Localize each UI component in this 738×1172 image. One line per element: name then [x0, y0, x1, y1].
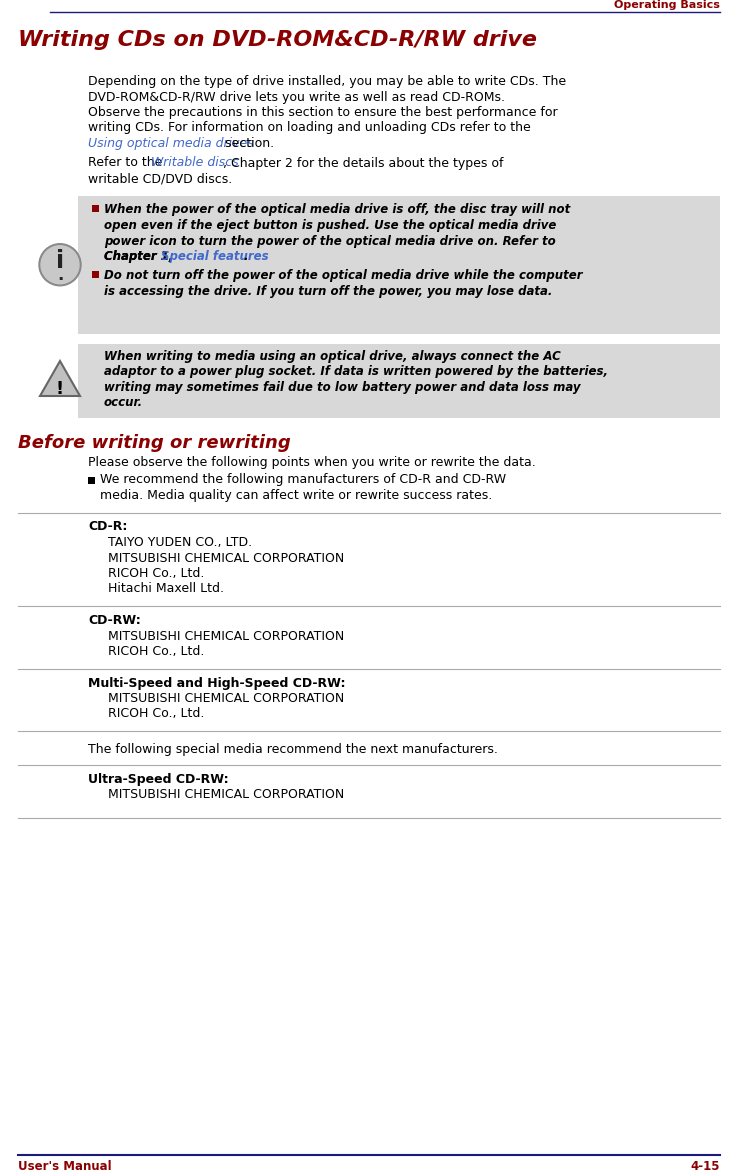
Text: MITSUBISHI CHEMICAL CORPORATION: MITSUBISHI CHEMICAL CORPORATION [108, 629, 344, 642]
Text: adaptor to a power plug socket. If data is written powered by the batteries,: adaptor to a power plug socket. If data … [104, 366, 608, 379]
Text: CD-R:: CD-R: [88, 520, 128, 533]
FancyBboxPatch shape [92, 271, 99, 278]
Text: Writing CDs on DVD-ROM&CD-R/RW drive: Writing CDs on DVD-ROM&CD-R/RW drive [18, 30, 537, 50]
Text: !: ! [56, 380, 64, 398]
Text: Operating Basics: Operating Basics [614, 0, 720, 11]
Text: section.: section. [221, 137, 274, 150]
Text: media. Media quality can affect write or rewrite success rates.: media. Media quality can affect write or… [100, 489, 492, 502]
FancyBboxPatch shape [78, 196, 720, 334]
Text: .: . [57, 266, 63, 284]
Text: Writable discs: Writable discs [151, 157, 238, 170]
Text: power icon to turn the power of the optical media drive on. Refer to: power icon to turn the power of the opti… [104, 234, 556, 247]
Circle shape [39, 244, 81, 286]
Text: , Chapter 2 for the details about the types of: , Chapter 2 for the details about the ty… [223, 157, 503, 170]
Text: i: i [56, 248, 64, 273]
Text: Ultra-Speed CD-RW:: Ultra-Speed CD-RW: [88, 772, 229, 785]
Text: Observe the precautions in this section to ensure the best performance for: Observe the precautions in this section … [88, 105, 558, 120]
FancyBboxPatch shape [92, 204, 99, 211]
Circle shape [41, 246, 79, 284]
Text: Chapter 1,: Chapter 1, [104, 250, 178, 263]
Text: 4-15: 4-15 [691, 1160, 720, 1172]
Text: When writing to media using an optical drive, always connect the AC: When writing to media using an optical d… [104, 350, 561, 363]
Text: User's Manual: User's Manual [18, 1160, 111, 1172]
Text: MITSUBISHI CHEMICAL CORPORATION: MITSUBISHI CHEMICAL CORPORATION [108, 788, 344, 800]
Text: Multi-Speed and High-Speed CD-RW:: Multi-Speed and High-Speed CD-RW: [88, 676, 345, 689]
Text: CD-RW:: CD-RW: [88, 614, 141, 627]
Text: is accessing the drive. If you turn off the power, you may lose data.: is accessing the drive. If you turn off … [104, 285, 552, 298]
Text: MITSUBISHI CHEMICAL CORPORATION: MITSUBISHI CHEMICAL CORPORATION [108, 552, 344, 565]
Text: We recommend the following manufacturers of CD-R and CD-RW: We recommend the following manufacturers… [100, 473, 506, 486]
Text: occur.: occur. [104, 396, 143, 409]
Text: Refer to the: Refer to the [88, 157, 166, 170]
Text: Please observe the following points when you write or rewrite the data.: Please observe the following points when… [88, 456, 536, 469]
Text: .: . [243, 250, 247, 263]
Text: TAIYO YUDEN CO., LTD.: TAIYO YUDEN CO., LTD. [108, 536, 252, 548]
Text: RICOH Co., Ltd.: RICOH Co., Ltd. [108, 708, 204, 721]
Text: writing CDs. For information on loading and unloading CDs refer to the: writing CDs. For information on loading … [88, 122, 531, 135]
Text: Before writing or rewriting: Before writing or rewriting [18, 434, 291, 452]
Text: DVD-ROM&CD-R/RW drive lets you write as well as read CD-ROMs.: DVD-ROM&CD-R/RW drive lets you write as … [88, 90, 505, 103]
Text: writable CD/DVD discs.: writable CD/DVD discs. [88, 172, 232, 185]
Text: Do not turn off the power of the optical media drive while the computer: Do not turn off the power of the optical… [104, 270, 582, 282]
Text: Depending on the type of drive installed, you may be able to write CDs. The: Depending on the type of drive installed… [88, 75, 566, 88]
Text: Hitachi Maxell Ltd.: Hitachi Maxell Ltd. [108, 582, 224, 595]
Polygon shape [40, 361, 80, 396]
Text: When the power of the optical media drive is off, the disc tray will not: When the power of the optical media driv… [104, 204, 570, 217]
Text: MITSUBISHI CHEMICAL CORPORATION: MITSUBISHI CHEMICAL CORPORATION [108, 691, 344, 706]
Text: writing may sometimes fail due to low battery power and data loss may: writing may sometimes fail due to low ba… [104, 381, 581, 394]
Text: open even if the eject button is pushed. Use the optical media drive: open even if the eject button is pushed.… [104, 219, 556, 232]
Text: The following special media recommend the next manufacturers.: The following special media recommend th… [88, 743, 498, 756]
FancyBboxPatch shape [88, 477, 95, 484]
Text: Chapter 1,: Chapter 1, [104, 250, 178, 263]
Text: Special features: Special features [161, 250, 269, 263]
Text: Using optical media drives: Using optical media drives [88, 137, 254, 150]
Text: RICOH Co., Ltd.: RICOH Co., Ltd. [108, 567, 204, 580]
Text: RICOH Co., Ltd.: RICOH Co., Ltd. [108, 645, 204, 657]
FancyBboxPatch shape [78, 345, 720, 418]
